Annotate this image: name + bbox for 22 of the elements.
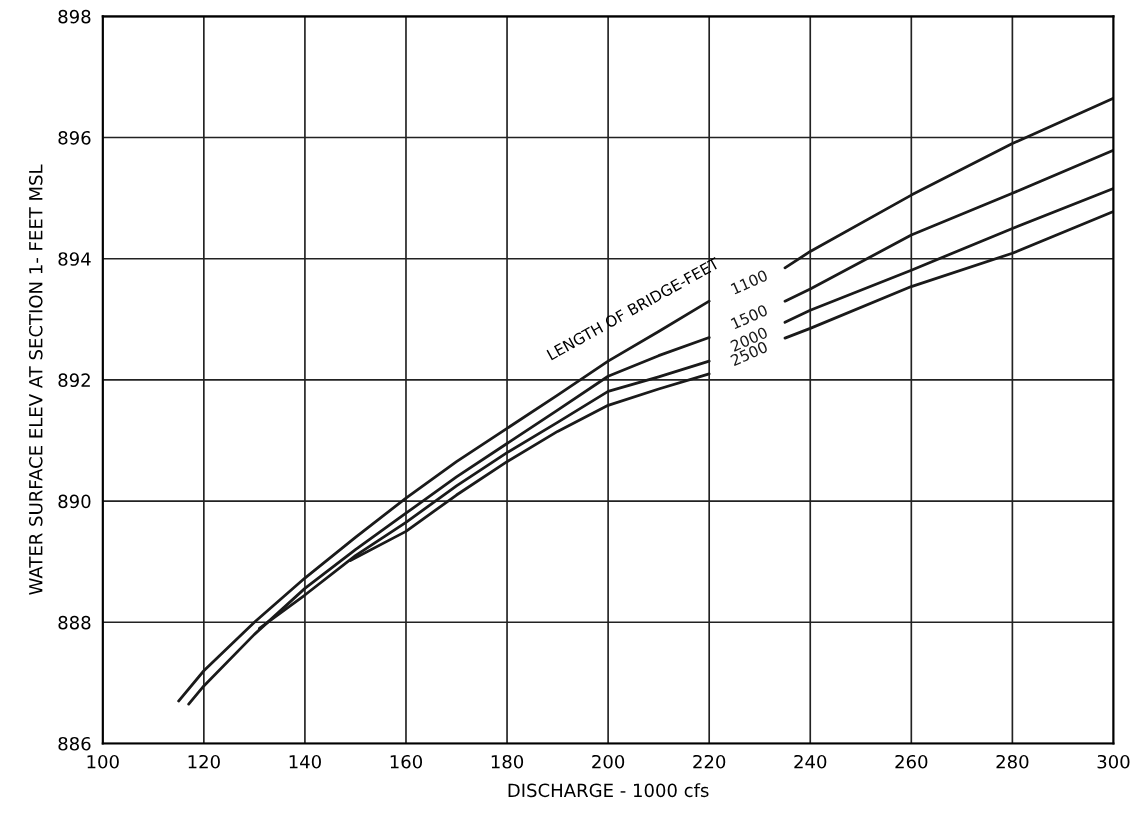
x-tick-label: 240 — [794, 754, 827, 769]
x-tick-label: 180 — [491, 754, 524, 769]
text: 1100 — [730, 269, 769, 295]
y-tick-label: 894 — [58, 252, 91, 266]
x-axis-title: DISCHARGE - 1000 cfs — [508, 783, 709, 798]
x-tick-label: 280 — [996, 754, 1029, 769]
x-tick-label: 260 — [895, 754, 928, 769]
y-tick-label: 886 — [58, 736, 91, 751]
x-tick-label: 100 — [87, 754, 119, 769]
y-tick-label: 898 — [58, 9, 91, 24]
x-tick-label: 300 — [1097, 754, 1130, 769]
text: 1500 — [730, 304, 769, 330]
y-tick-label: 890 — [58, 494, 91, 509]
x-tick-label: 200 — [592, 754, 625, 769]
y-tick-label: 896 — [58, 130, 91, 145]
y-axis-title: WATER SURFACE ELEV AT SECTION 1- FEET MSL — [28, 164, 43, 595]
y-tick-label: 892 — [58, 373, 90, 388]
x-tick-label: 160 — [390, 754, 423, 769]
x-tick-label: 140 — [289, 754, 321, 769]
x-tick-label: 220 — [693, 754, 726, 769]
x-tick-label: 120 — [188, 754, 220, 769]
y-tick-label: 888 — [58, 615, 91, 630]
